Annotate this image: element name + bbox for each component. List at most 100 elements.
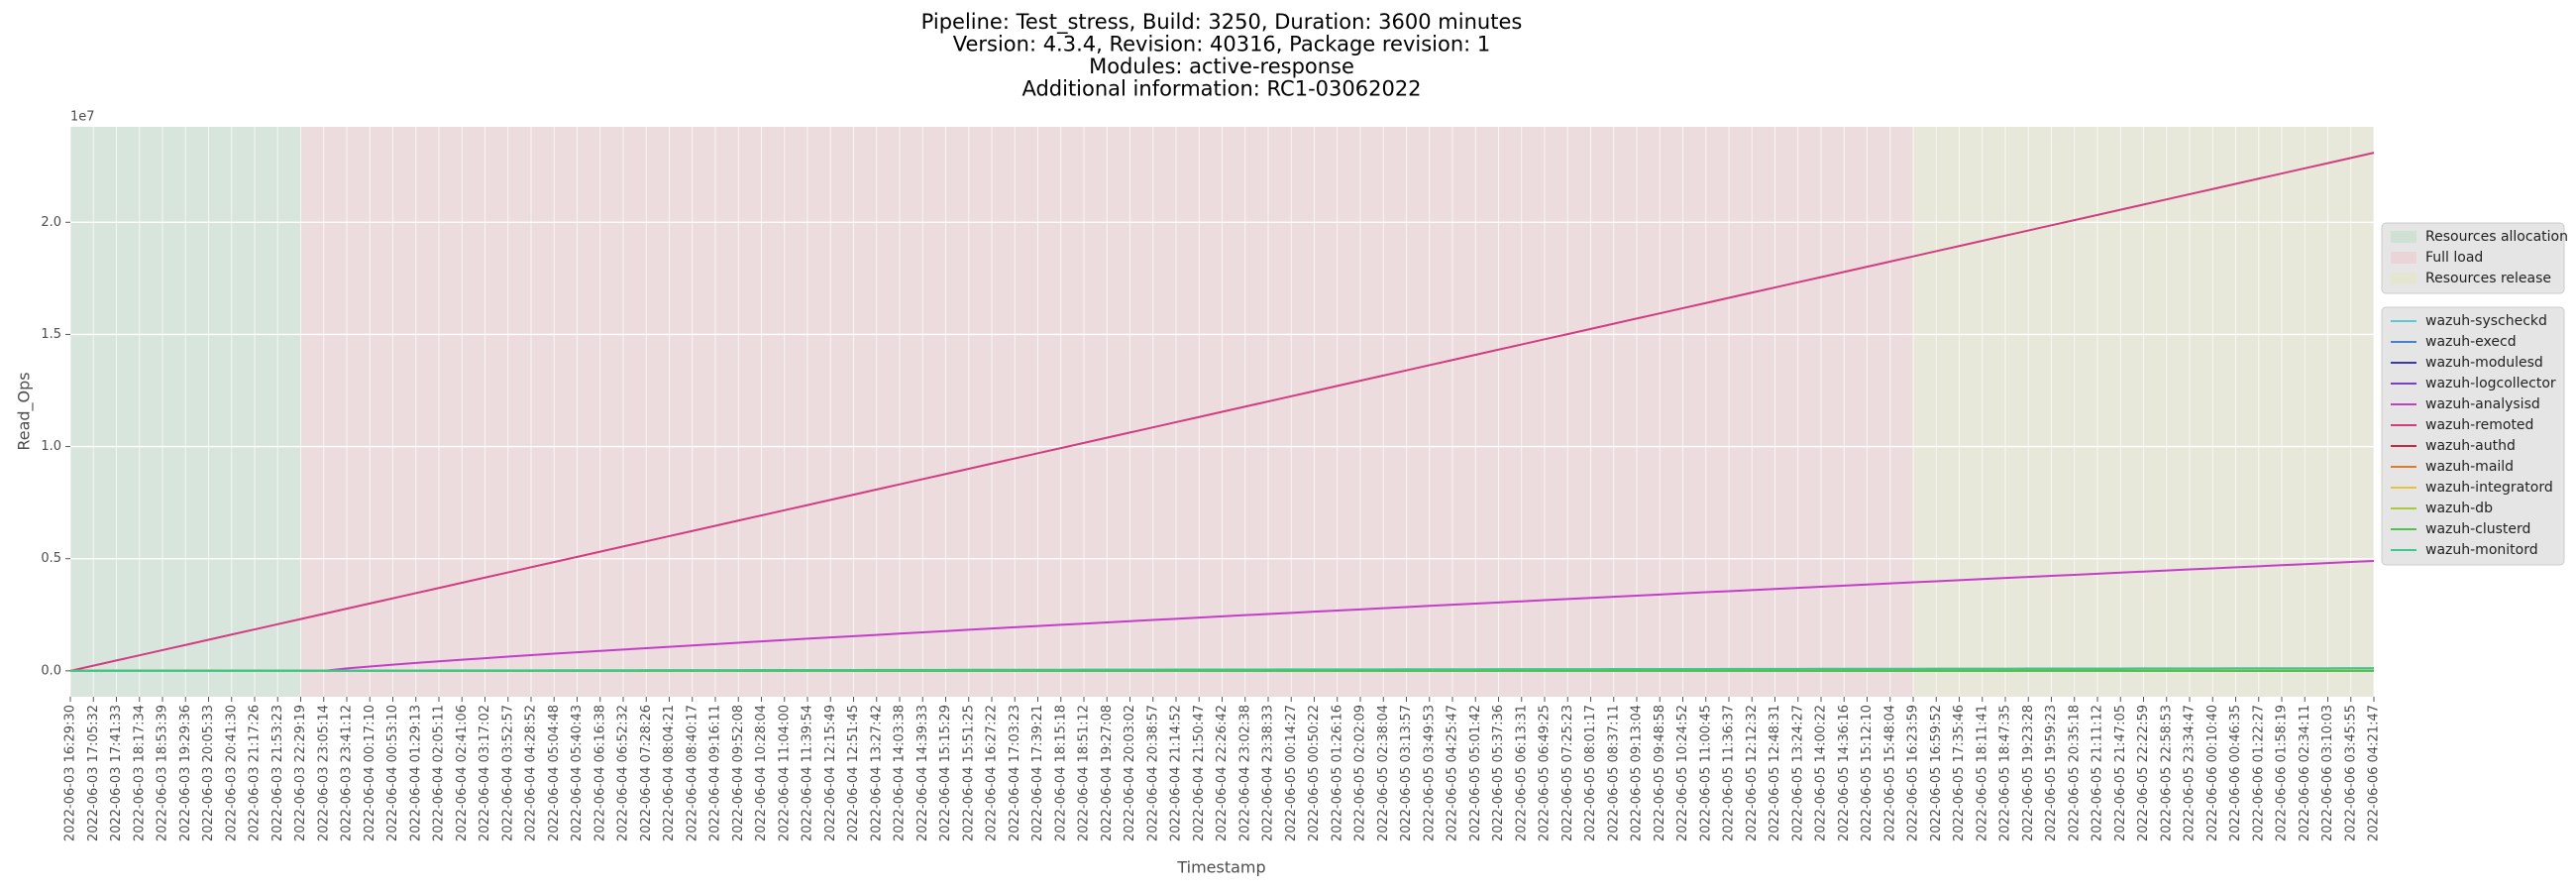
x-tick-label: 2022-06-05 18:11:41 — [1975, 705, 1989, 841]
x-tick-label: 2022-06-06 03:45:55 — [2343, 705, 2358, 841]
x-tick-label: 2022-06-04 14:39:33 — [915, 705, 930, 841]
x-tick-label: 2022-06-04 13:27:42 — [869, 705, 884, 841]
legend-label: wazuh-analysisd — [2425, 396, 2540, 412]
legend-label: wazuh-remoted — [2425, 417, 2533, 433]
x-tick-label: 2022-06-03 18:17:34 — [132, 705, 147, 841]
legend-label: wazuh-modulesd — [2425, 355, 2543, 371]
x-tick-label: 2022-06-04 04:28:52 — [524, 705, 539, 841]
x-tick-label: 2022-06-04 05:40:43 — [570, 705, 585, 841]
x-tick-label: 2022-06-05 14:36:16 — [1837, 705, 1852, 841]
x-tick-label: 2022-06-04 15:15:29 — [938, 705, 953, 841]
x-tick-label: 2022-06-05 10:24:52 — [1675, 705, 1690, 841]
chart-title: Modules: active-response — [1089, 55, 1354, 78]
x-tick-label: 2022-06-03 20:41:30 — [224, 705, 239, 841]
legend-label: wazuh-clusterd — [2425, 521, 2530, 537]
x-tick-label: 2022-06-04 03:17:02 — [478, 705, 492, 841]
y-tick-label: 1.5 — [41, 327, 61, 342]
x-tick-label: 2022-06-03 17:41:33 — [109, 705, 124, 841]
x-tick-label: 2022-06-05 02:02:09 — [1353, 705, 1368, 841]
legend-frame — [2381, 222, 2565, 294]
x-tick-label: 2022-06-05 05:01:42 — [1468, 705, 1483, 841]
x-tick-label: 2022-06-04 20:03:02 — [1123, 705, 1137, 841]
x-tick-label: 2022-06-04 12:15:49 — [823, 705, 838, 841]
x-tick-label: 2022-06-05 03:13:57 — [1399, 705, 1414, 841]
x-tick-label: 2022-06-05 16:59:52 — [1929, 705, 1944, 841]
legend-swatch — [2391, 252, 2416, 264]
x-tick-label: 2022-06-03 16:29:30 — [63, 705, 78, 841]
legend-swatch — [2391, 273, 2416, 284]
x-tick-label: 2022-06-06 02:34:11 — [2298, 705, 2312, 841]
x-tick-label: 2022-06-05 07:25:23 — [1560, 705, 1575, 841]
x-tick-label: 2022-06-05 20:35:18 — [2067, 705, 2082, 841]
x-tick-label: 2022-06-04 08:40:17 — [685, 705, 699, 841]
x-tick-label: 2022-06-05 02:38:04 — [1376, 705, 1391, 841]
x-tick-label: 2022-06-04 06:16:38 — [592, 705, 607, 841]
x-tick-label: 2022-06-04 09:16:11 — [708, 705, 723, 841]
x-tick-label: 2022-06-04 15:51:25 — [961, 705, 976, 841]
y-tick-label: 0.5 — [41, 551, 61, 566]
x-tick-label: 2022-06-05 16:23:59 — [1906, 705, 1921, 841]
series-line — [70, 559, 2375, 672]
chart-title: Additional information: RC1-03062022 — [1021, 77, 1421, 101]
x-tick-label: 2022-06-06 01:22:27 — [2251, 705, 2266, 841]
legend-label: wazuh-maild — [2425, 459, 2514, 475]
y-tick-label: 2.0 — [41, 215, 61, 230]
legend-label: Resources allocation — [2425, 229, 2568, 245]
y-offset-label: 1e7 — [70, 110, 95, 125]
x-tick-label: 2022-06-06 00:46:35 — [2228, 705, 2243, 841]
x-tick-label: 2022-06-04 02:41:06 — [455, 705, 470, 841]
x-tick-label: 2022-06-06 00:10:40 — [2205, 705, 2220, 841]
x-tick-label: 2022-06-05 08:01:17 — [1583, 705, 1598, 841]
y-tick-label: 0.0 — [41, 663, 61, 678]
x-tick-label: 2022-06-04 01:29:13 — [408, 705, 423, 841]
x-tick-label: 2022-06-05 05:37:36 — [1491, 705, 1506, 841]
x-tick-label: 2022-06-04 06:52:32 — [616, 705, 631, 841]
x-tick-label: 2022-06-05 00:50:22 — [1307, 705, 1322, 841]
x-tick-label: 2022-06-04 17:03:23 — [1008, 705, 1022, 841]
x-tick-label: 2022-06-04 23:02:38 — [1237, 705, 1252, 841]
x-tick-label: 2022-06-04 19:27:08 — [1100, 705, 1115, 841]
x-tick-label: 2022-06-04 00:17:10 — [363, 705, 377, 841]
legend-label: Resources release — [2425, 271, 2551, 286]
x-tick-label: 2022-06-05 14:00:22 — [1814, 705, 1829, 841]
x-tick-label: 2022-06-04 18:51:12 — [1077, 705, 1092, 841]
x-tick-label: 2022-06-05 15:48:04 — [1882, 705, 1897, 841]
x-tick-label: 2022-06-05 06:13:31 — [1514, 705, 1529, 841]
y-axis-label: Read_Ops — [15, 372, 35, 450]
chart-title: Version: 4.3.4, Revision: 40316, Package… — [953, 33, 1491, 56]
x-tick-label: 2022-06-05 15:12:10 — [1860, 705, 1875, 841]
legend-label: wazuh-syscheckd — [2425, 313, 2547, 329]
x-tick-label: 2022-06-03 21:17:26 — [248, 705, 263, 841]
x-tick-label: 2022-06-03 23:41:12 — [340, 705, 355, 841]
x-tick-label: 2022-06-05 21:11:12 — [2091, 705, 2105, 841]
x-tick-label: 2022-06-06 03:10:03 — [2320, 705, 2335, 841]
x-tick-label: 2022-06-05 09:48:58 — [1653, 705, 1667, 841]
legend-label: wazuh-monitord — [2425, 542, 2538, 558]
x-tick-label: 2022-06-05 12:12:32 — [1745, 705, 1760, 841]
x-tick-label: 2022-06-04 07:28:26 — [639, 705, 654, 841]
series-line — [69, 667, 2375, 672]
x-tick-label: 2022-06-04 10:28:04 — [754, 705, 769, 841]
legend-label: wazuh-logcollector — [2425, 376, 2556, 391]
x-tick-label: 2022-06-05 13:24:27 — [1790, 705, 1805, 841]
x-tick-label: 2022-06-05 19:23:28 — [2021, 705, 2036, 841]
series-line — [69, 152, 2375, 672]
x-tick-label: 2022-06-04 20:38:57 — [1145, 705, 1160, 841]
x-tick-label: 2022-06-03 21:53:23 — [270, 705, 285, 841]
x-tick-label: 2022-06-04 14:03:38 — [893, 705, 908, 841]
x-tick-label: 2022-06-04 02:05:11 — [432, 705, 447, 841]
x-tick-label: 2022-06-06 01:58:19 — [2275, 705, 2290, 841]
x-tick-label: 2022-06-04 18:15:18 — [1053, 705, 1068, 841]
x-tick-label: 2022-06-03 22:29:19 — [293, 705, 308, 841]
y-tick-label: 1.0 — [41, 439, 61, 454]
x-tick-label: 2022-06-04 16:27:22 — [985, 705, 1000, 841]
x-tick-label: 2022-06-05 00:14:27 — [1284, 705, 1299, 841]
x-tick-label: 2022-06-06 04:21:47 — [2367, 705, 2382, 841]
x-tick-label: 2022-06-05 22:58:53 — [2159, 705, 2174, 841]
x-tick-label: 2022-06-05 11:00:45 — [1698, 705, 1713, 841]
legend-swatch — [2391, 231, 2416, 243]
legend-frame — [2381, 306, 2565, 566]
x-tick-label: 2022-06-03 17:05:32 — [86, 705, 101, 841]
x-tick-label: 2022-06-03 23:05:14 — [316, 705, 331, 841]
x-tick-label: 2022-06-05 11:36:37 — [1722, 705, 1737, 841]
